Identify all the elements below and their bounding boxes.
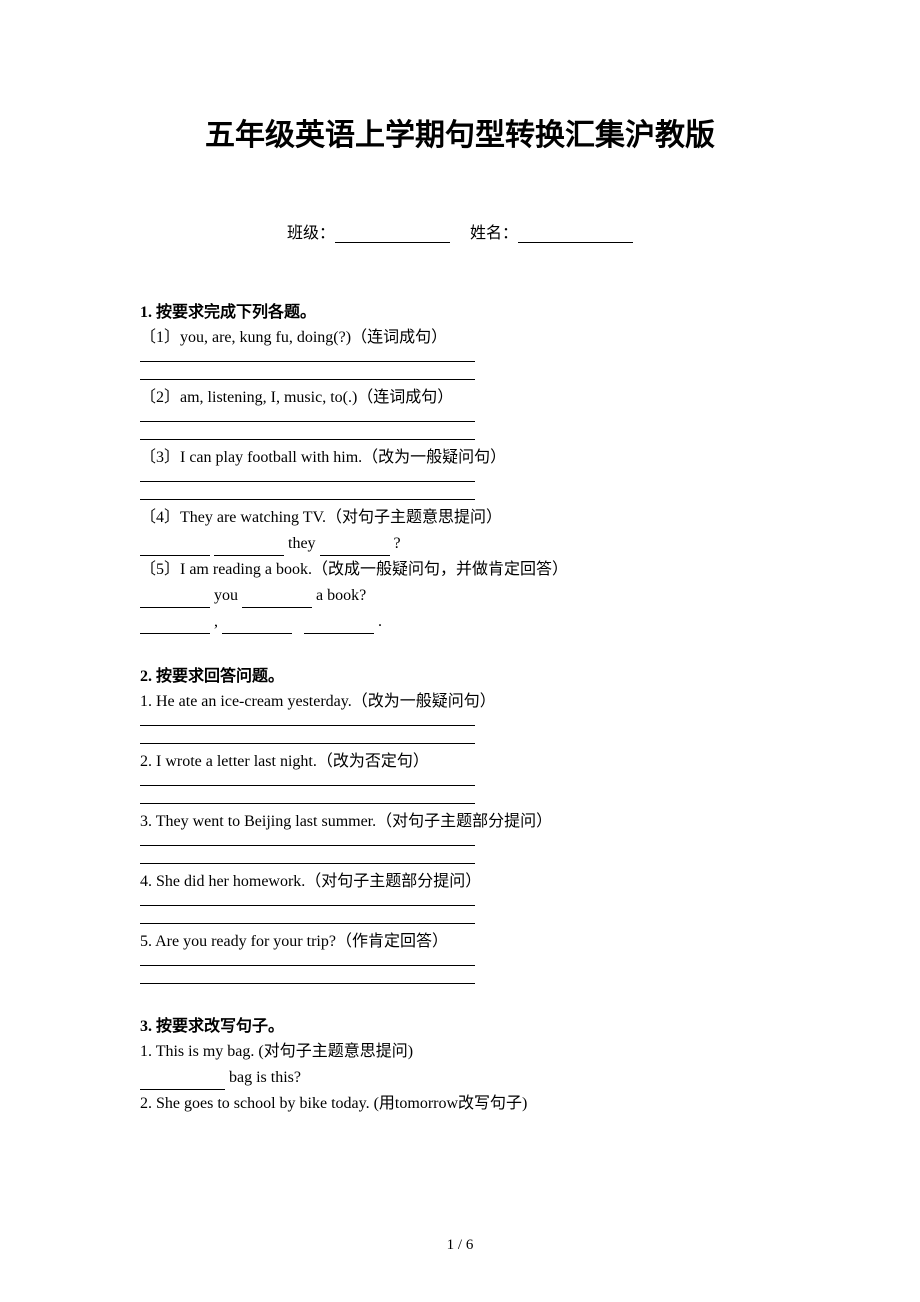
fill-text: you — [214, 587, 242, 604]
q3-1-text: 1. This is my bag. (对句子主题意思提问) — [140, 1040, 780, 1064]
answer-blank[interactable] — [140, 896, 475, 906]
fill-blank[interactable] — [304, 618, 374, 634]
fill-blank[interactable] — [140, 618, 210, 634]
fill-blank[interactable] — [214, 540, 284, 556]
q1-5-fill-line1: you a book? — [140, 584, 780, 608]
student-info-line: 班级： 姓名： — [140, 219, 780, 243]
answer-blank[interactable] — [140, 730, 475, 744]
fill-text: , — [214, 613, 222, 630]
q2-1-text: 1. He ate an ice-cream yesterday.（改为一般疑问… — [140, 690, 780, 714]
q2-4-text: 4. She did her homework.（对句子主题部分提问） — [140, 870, 780, 894]
answer-blank[interactable] — [140, 970, 475, 984]
q3-2-text: 2. She goes to school by bike today. (用t… — [140, 1092, 780, 1116]
answer-blank[interactable] — [140, 836, 475, 846]
q2-3-text: 3. They went to Beijing last summer.（对句子… — [140, 810, 780, 834]
q1-5-text: 〔5〕I am reading a book.（改成一般疑问句，并做肯定回答） — [140, 558, 780, 582]
answer-blank[interactable] — [140, 716, 475, 726]
answer-blank[interactable] — [140, 790, 475, 804]
fill-blank[interactable] — [320, 540, 390, 556]
q1-3-text: 〔3〕I can play football with him.（改为一般疑问句… — [140, 446, 780, 470]
fill-text: ? — [394, 535, 401, 552]
q1-2-text: 〔2〕am, listening, I, music, to(.)（连词成句） — [140, 386, 780, 410]
fill-text: bag is this? — [229, 1069, 301, 1086]
answer-blank[interactable] — [140, 486, 475, 500]
name-blank[interactable] — [518, 225, 633, 243]
answer-blank[interactable] — [140, 776, 475, 786]
q1-4-text: 〔4〕They are watching TV.（对句子主题意思提问） — [140, 506, 780, 530]
answer-blank[interactable] — [140, 910, 475, 924]
q1-1-text: 〔1〕you, are, kung fu, doing(?)（连词成句） — [140, 326, 780, 350]
class-blank[interactable] — [335, 225, 450, 243]
q2-5-text: 5. Are you ready for your trip?（作肯定回答） — [140, 930, 780, 954]
section-3-header: 3. 按要求改写句子。 — [140, 1012, 780, 1036]
section-2-header: 2. 按要求回答问题。 — [140, 662, 780, 686]
fill-blank[interactable] — [140, 592, 210, 608]
fill-blank[interactable] — [140, 540, 210, 556]
answer-blank[interactable] — [140, 366, 475, 380]
q1-5-fill-line2: , . — [140, 610, 780, 634]
fill-text: a book? — [316, 587, 366, 604]
q3-1-fill: bag is this? — [140, 1066, 780, 1090]
answer-blank[interactable] — [140, 956, 475, 966]
answer-blank[interactable] — [140, 412, 475, 422]
q2-2-text: 2. I wrote a letter last night.（改为否定句） — [140, 750, 780, 774]
class-label: 班级： — [287, 219, 335, 243]
page-title: 五年级英语上学期句型转换汇集沪教版 — [140, 110, 780, 154]
page-number: 1 / 6 — [0, 1237, 920, 1254]
fill-text: they — [288, 535, 320, 552]
answer-blank[interactable] — [140, 426, 475, 440]
fill-text: . — [378, 613, 382, 630]
fill-blank[interactable] — [140, 1074, 225, 1090]
name-label: 姓名： — [470, 219, 518, 243]
section-1-header: 1. 按要求完成下列各题。 — [140, 298, 780, 322]
answer-blank[interactable] — [140, 472, 475, 482]
document-page: 五年级英语上学期句型转换汇集沪教版 班级： 姓名： 1. 按要求完成下列各题。 … — [0, 0, 920, 1178]
fill-blank[interactable] — [242, 592, 312, 608]
answer-blank[interactable] — [140, 850, 475, 864]
fill-blank[interactable] — [222, 618, 292, 634]
q1-4-fill: they ? — [140, 532, 780, 556]
answer-blank[interactable] — [140, 352, 475, 362]
